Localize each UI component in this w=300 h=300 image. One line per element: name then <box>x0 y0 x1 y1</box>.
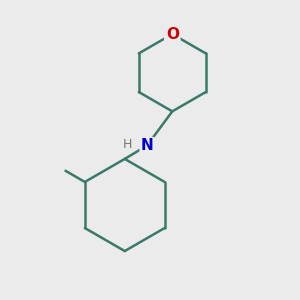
Text: O: O <box>166 27 179 42</box>
Text: N: N <box>141 138 153 153</box>
Text: H: H <box>123 138 132 151</box>
